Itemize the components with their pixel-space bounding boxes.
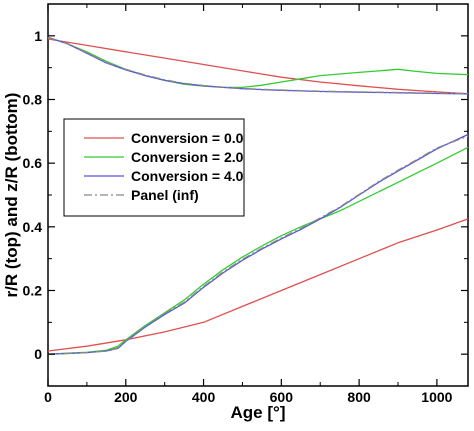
series-0-top-line — [47, 38, 469, 95]
legend-box — [63, 118, 245, 217]
series-3-top-line — [47, 36, 469, 95]
legend-label-0: Conversion = 0.0 — [131, 130, 244, 146]
y-tick-label: 0.6 — [23, 155, 43, 171]
legend-label-3: Panel (inf) — [131, 187, 199, 203]
y-tick-label: 0 — [34, 346, 42, 362]
y-tick-label: 0.2 — [23, 283, 43, 299]
x-tick-label: 0 — [44, 389, 52, 405]
legend-label-2: Conversion = 4.0 — [131, 168, 244, 184]
series-1-top-line — [47, 36, 469, 89]
x-tick-label: 200 — [114, 389, 138, 405]
y-tick-label: 0.4 — [23, 219, 43, 235]
series-layer — [47, 36, 469, 355]
x-tick-label: 1000 — [421, 389, 452, 405]
legend: Conversion = 0.0 Conversion = 2.0 Conversi… — [63, 118, 245, 217]
y-tick-label: 1 — [34, 28, 42, 44]
y-axis-title: r/R (top) and z/R (bottom) — [2, 93, 21, 298]
ticks-layer: 0 200 400 600 800 1000 0 0.2 0.4 0.6 0.8 1 — [23, 3, 468, 405]
series-1-bottom-line — [47, 146, 469, 355]
series-3-bottom-line — [47, 135, 469, 355]
x-tick-label: 400 — [192, 389, 216, 405]
x-axis-title: Age [°] — [231, 403, 286, 422]
legend-items: Conversion = 0.0 Conversion = 2.0 Conversi… — [84, 130, 244, 203]
series-0-bottom-line — [47, 218, 469, 352]
x-tick-label: 600 — [270, 389, 294, 405]
y-tick-label: 0.8 — [23, 92, 43, 108]
legend-label-1: Conversion = 2.0 — [131, 149, 244, 165]
x-tick-label: 800 — [347, 389, 371, 405]
